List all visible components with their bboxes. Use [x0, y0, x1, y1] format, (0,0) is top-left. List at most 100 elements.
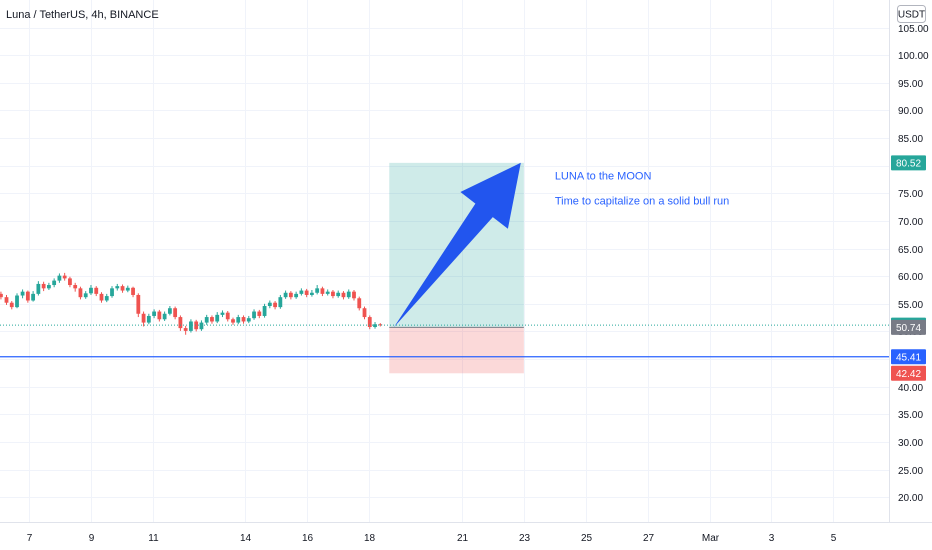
- candle: [336, 290, 341, 298]
- candle-body: [367, 317, 372, 328]
- candle-body: [204, 317, 209, 323]
- candle-body: [41, 283, 46, 289]
- y-tick-label: 75.00: [898, 189, 923, 200]
- text-annotations[interactable]: LUNA to the MOON Time to capitalize on a …: [555, 171, 729, 208]
- candle-body: [83, 293, 88, 298]
- candle: [241, 315, 246, 324]
- candle-body: [362, 308, 367, 318]
- candle: [215, 312, 220, 324]
- candle: [310, 290, 314, 297]
- y-tick-label: 65.00: [898, 245, 923, 256]
- candle-body: [241, 317, 246, 322]
- candle-body: [0, 293, 3, 298]
- candle: [94, 286, 99, 297]
- arrow-annotation[interactable]: [393, 162, 521, 328]
- price-axis[interactable]: 105.00100.0095.0090.0085.0080.0075.0070.…: [898, 24, 929, 504]
- candle: [57, 273, 62, 283]
- candle-body: [46, 285, 51, 289]
- y-tick-label: 90.00: [898, 106, 923, 117]
- candle: [78, 286, 83, 300]
- candle-body: [31, 293, 36, 301]
- candle-body: [89, 287, 93, 294]
- candle: [346, 289, 351, 299]
- candle-body: [310, 292, 314, 295]
- candle: [83, 291, 88, 299]
- candle-body: [225, 312, 230, 320]
- candle-body: [215, 314, 220, 322]
- candle-body: [320, 288, 325, 294]
- candle: [294, 291, 299, 299]
- candle: [246, 315, 251, 324]
- candle: [141, 311, 146, 327]
- candle-body: [94, 287, 99, 294]
- candle: [288, 291, 293, 300]
- candle: [110, 286, 114, 298]
- candle: [104, 293, 109, 303]
- candle-body: [315, 288, 320, 293]
- y-tick-label: 40.00: [898, 383, 923, 394]
- time-axis[interactable]: 7 9 11 14 16 18 21 23 25 27 Mar 3 5: [27, 533, 837, 544]
- y-tick-label: 70.00: [898, 217, 923, 228]
- up-arrow-shape[interactable]: [393, 162, 521, 328]
- annotation-headline[interactable]: LUNA to the MOON: [555, 171, 652, 183]
- candle-body: [273, 302, 277, 308]
- price-lines: [0, 324, 889, 358]
- candle-body: [210, 317, 214, 322]
- candle-body: [325, 291, 330, 294]
- x-tick-label: 27: [643, 533, 655, 544]
- candle: [236, 314, 241, 325]
- candle: [320, 286, 325, 297]
- candle-body: [104, 296, 109, 301]
- candle-body: [73, 285, 78, 289]
- y-tick-label: 100.00: [898, 51, 929, 62]
- candle-body: [15, 295, 19, 308]
- currency-button[interactable]: USDT: [897, 5, 926, 23]
- candle: [131, 286, 135, 298]
- candle: [210, 315, 214, 324]
- x-tick-label: 14: [240, 533, 252, 544]
- candle-body: [152, 311, 156, 316]
- candle-body: [341, 292, 346, 298]
- annotation-subtext[interactable]: Time to capitalize on a solid bull run: [555, 195, 729, 207]
- x-tick-label: 23: [519, 533, 531, 544]
- candle: [52, 278, 57, 288]
- candle-body: [36, 283, 41, 294]
- x-tick-label: 21: [457, 533, 469, 544]
- candle-body: [283, 292, 288, 298]
- candle: [183, 325, 188, 335]
- stop-zone[interactable]: [389, 327, 524, 374]
- candle-body: [257, 311, 262, 316]
- candle: [62, 272, 67, 281]
- x-tick-label: 7: [27, 533, 33, 544]
- candle: [189, 319, 193, 333]
- candle-body: [131, 287, 135, 295]
- candle: [315, 285, 320, 295]
- price-badge: 80.52: [891, 155, 926, 171]
- candle: [231, 317, 235, 325]
- candle-body: [294, 293, 299, 298]
- price-badge-bg: [891, 319, 926, 335]
- x-tick-label: Mar: [702, 533, 720, 544]
- currency-label: USDT: [898, 10, 925, 21]
- candle: [178, 315, 183, 331]
- candle: [267, 300, 272, 309]
- candle: [120, 284, 125, 293]
- candle-body: [4, 297, 9, 303]
- candle-body: [288, 292, 293, 298]
- candle: [115, 283, 120, 291]
- candle-body: [115, 286, 120, 289]
- price-badge-label: 45.41: [896, 352, 921, 363]
- x-tick-label: 18: [364, 533, 376, 544]
- candle: [252, 309, 256, 320]
- candle: [99, 292, 104, 303]
- price-badge: 45.41: [891, 349, 926, 365]
- candle-body: [20, 291, 25, 296]
- candle: [278, 294, 283, 309]
- candle: [31, 291, 36, 302]
- candle: [15, 293, 19, 309]
- candle-body: [299, 290, 304, 294]
- candle-body: [125, 287, 130, 291]
- candle: [325, 289, 330, 296]
